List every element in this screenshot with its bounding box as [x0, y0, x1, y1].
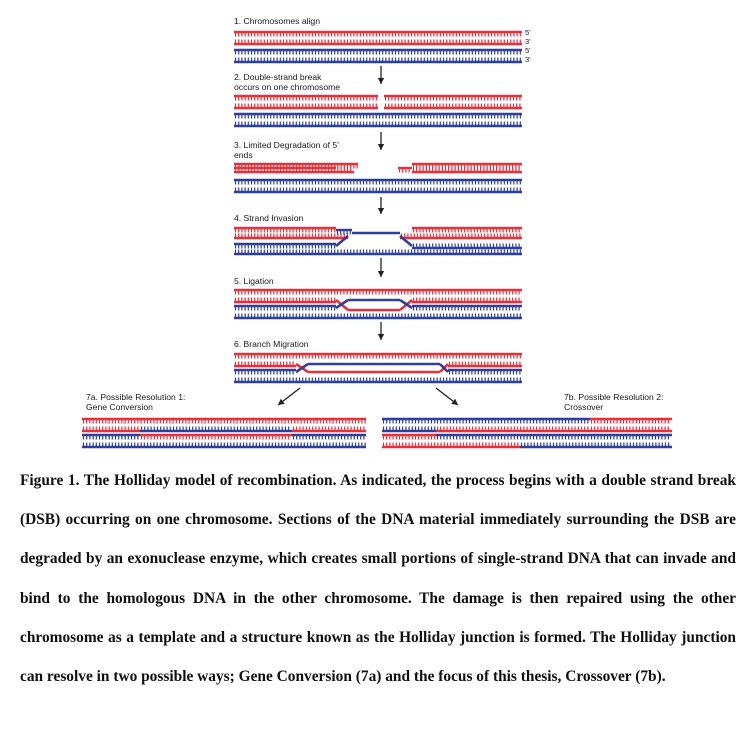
dna-strand-36 — [234, 313, 522, 320]
step-3-label-line-2: ends — [234, 150, 253, 160]
dna-strand-13 — [234, 167, 354, 174]
resolution-b-label-line-2: Crossover — [564, 402, 603, 412]
dna-strand-16 — [234, 178, 522, 185]
dna-strand-68 — [590, 426, 672, 433]
crossing-segment-52 — [295, 362, 309, 374]
holliday-model-figure: 1. Chromosomes align 2. Double-strand br… — [82, 16, 672, 449]
end-label-3prime-top: 3' — [525, 37, 531, 46]
resolution-b-label-line-1: 7b. Possible Resolution 2: — [564, 392, 663, 402]
dna-strand-46 — [234, 368, 296, 375]
dna-strand-70 — [436, 433, 590, 440]
dna-strand-2 — [234, 48, 522, 55]
dna-strand-58 — [292, 426, 366, 433]
dna-strands — [82, 30, 672, 449]
figure-caption: Figure 1. The Holliday model of recombin… — [20, 461, 736, 696]
step-2-label-line-2: occurs on one chromosome — [234, 82, 340, 92]
dna-strand-20 — [234, 233, 349, 240]
dna-strand-72 — [382, 442, 520, 449]
dna-strand-5 — [384, 94, 522, 101]
dna-strand-31 — [336, 288, 412, 295]
dna-strand-61 — [292, 433, 366, 440]
step-5-label: 5. Ligation — [234, 276, 274, 286]
dna-strand-62 — [82, 442, 366, 449]
resolution-a-label-line-1: 7a. Possible Resolution 1: — [86, 392, 185, 402]
dna-strand-59 — [82, 433, 140, 440]
dna-strand-48 — [234, 377, 522, 384]
step-3-label-line-1: 3. Limited Degradation of 5' — [234, 140, 339, 150]
dna-strand-18 — [234, 226, 336, 233]
step-1-label: 1. Chromosomes align — [234, 16, 320, 26]
dna-strand-65 — [590, 417, 672, 424]
dna-strand-1 — [234, 39, 522, 46]
dna-strand-43 — [234, 352, 522, 359]
dna-strand-23 — [412, 243, 522, 250]
dna-strand-55 — [82, 417, 366, 424]
dna-strand-11 — [398, 166, 412, 173]
dna-strand-57 — [140, 426, 292, 433]
dna-strand-45 — [448, 361, 522, 368]
dna-strand-63 — [382, 417, 436, 424]
crossing-segment-42 — [399, 298, 413, 310]
dna-strand-71 — [590, 433, 672, 440]
caption-lead: Figure 1. — [20, 472, 80, 489]
end-label-5prime-bottom: 5' — [525, 46, 531, 55]
down-arrow-icon — [377, 197, 385, 214]
crossing-segment-27 — [399, 235, 413, 247]
dna-strand-47 — [448, 368, 522, 375]
down-arrow-icon — [377, 132, 385, 150]
end-label-3prime-bottom: 3' — [525, 55, 531, 64]
arrow-to-gene-conversion-icon — [277, 387, 301, 406]
dna-strand-12 — [412, 162, 522, 169]
step-6-label: 6. Branch Migration — [234, 339, 309, 349]
dna-strand-64 — [436, 417, 590, 424]
crossing-segment-26 — [335, 235, 349, 247]
dna-strand-21 — [400, 233, 522, 240]
dna-strand-7 — [384, 103, 522, 110]
down-arrow-icon — [377, 66, 385, 84]
step-2-label-line-1: 2. Double-strand break — [234, 72, 322, 82]
dna-strand-17 — [234, 187, 522, 194]
dna-strand-3 — [234, 57, 522, 64]
caption-text: The Holliday model of recombination. As … — [20, 472, 736, 686]
end-label-5prime-top: 5' — [525, 28, 531, 37]
dna-strand-67 — [436, 426, 590, 433]
dna-strand-69 — [382, 433, 436, 440]
arrow-to-crossover-icon — [435, 387, 459, 406]
dna-strand-0 — [234, 30, 522, 37]
dna-strand-32 — [234, 297, 336, 304]
dna-strand-34 — [234, 304, 336, 311]
dna-strand-8 — [234, 112, 522, 119]
dna-strand-24 — [336, 228, 352, 235]
resolution-a-label-line-2: Gene Conversion — [86, 402, 153, 412]
dna-strand-66 — [382, 426, 436, 433]
dna-strand-44 — [234, 361, 296, 368]
dna-strand-29 — [234, 288, 336, 295]
dna-strand-9 — [234, 121, 522, 128]
down-arrow-icon — [377, 322, 385, 340]
dna-strand-28 — [234, 249, 522, 256]
dna-strand-60 — [140, 433, 292, 440]
dna-strand-6 — [234, 103, 378, 110]
dna-strand-4 — [234, 94, 378, 101]
dna-strand-56 — [82, 426, 140, 433]
down-arrow-icon — [377, 258, 385, 277]
dna-strand-15 — [412, 167, 522, 174]
crossing-segment-40 — [335, 298, 349, 310]
dna-strand-35 — [412, 304, 522, 311]
dna-strand-33 — [412, 297, 522, 304]
step-4-label: 4. Strand Invasion — [234, 213, 303, 223]
dna-strand-73 — [520, 442, 672, 449]
dna-strand-22 — [234, 242, 336, 249]
dna-strand-30 — [412, 288, 522, 295]
dna-strand-14 — [234, 163, 336, 170]
crossing-segment-54 — [439, 363, 449, 373]
dna-strand-19 — [412, 226, 522, 233]
